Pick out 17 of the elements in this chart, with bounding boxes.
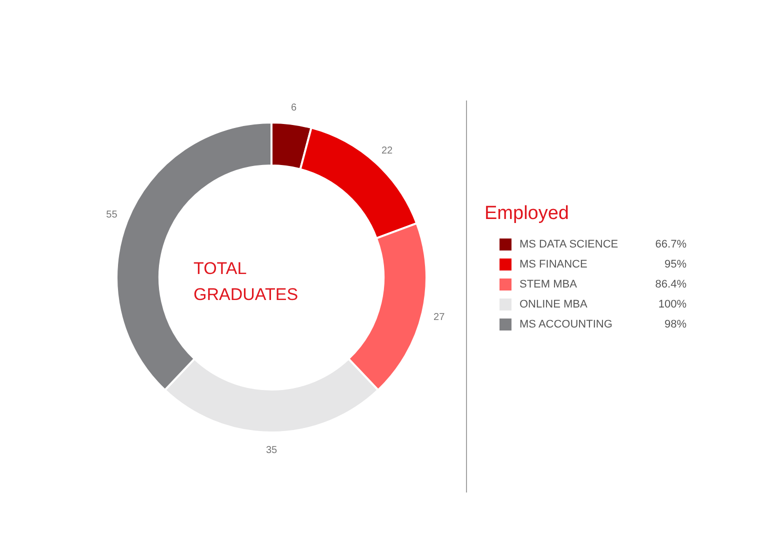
text: 98% xyxy=(664,318,687,330)
text: 95% xyxy=(664,258,687,270)
data-label: 27 xyxy=(434,312,446,323)
text: 86.4% xyxy=(655,278,687,290)
data-label: 22 xyxy=(381,146,394,157)
text: 66.7% xyxy=(655,238,687,250)
data-label: 35 xyxy=(266,445,278,456)
legend-label: ONLINE MBA xyxy=(520,298,588,310)
legend-label: STEM MBA xyxy=(520,278,578,290)
legend-label: MS ACCOUNTING xyxy=(520,318,612,330)
legend-title: Employed xyxy=(484,203,569,224)
text: 100% xyxy=(658,298,687,310)
legend-label: MS FINANCE xyxy=(520,258,588,270)
text: TOTAL GRADUATES xyxy=(194,259,298,304)
data-label: 6 xyxy=(291,102,298,114)
data-label: 55 xyxy=(106,209,118,220)
legend-label: MS DATA SCIENCE xyxy=(520,238,618,250)
